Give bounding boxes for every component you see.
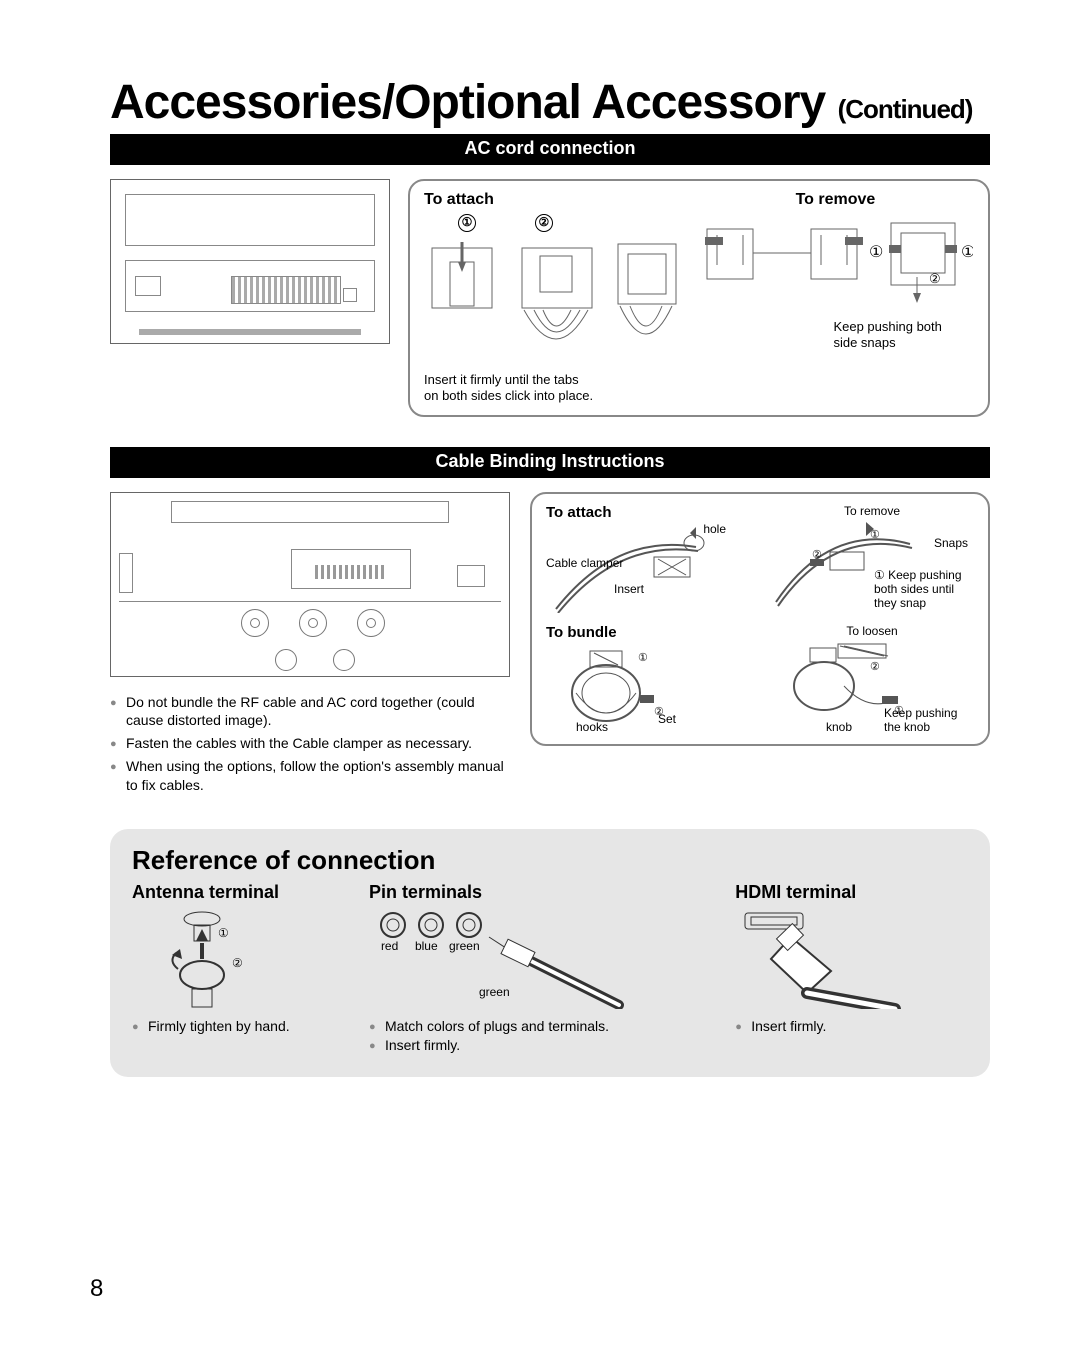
ac-header: AC cord connection — [110, 134, 990, 165]
page-number: 8 — [90, 1275, 103, 1303]
cb-set-label: Set — [658, 712, 676, 726]
cb-clamper-label: Cable clamper — [546, 556, 623, 570]
cb-loosen-label: To loosen — [770, 624, 974, 638]
title-main: Accessories/Optional Accessory — [110, 76, 825, 129]
pin-bullet-2: Insert firmly. — [369, 1036, 705, 1055]
pin-blue: blue — [415, 939, 438, 953]
cb-bullets: Do not bundle the RF cable and AC cord t… — [110, 693, 510, 795]
pin-green: green — [449, 939, 480, 953]
svg-text:②: ② — [929, 271, 941, 286]
cb-bullet-2: Fasten the cables with the Cable clamper… — [110, 734, 510, 753]
svg-text:②: ② — [812, 549, 822, 561]
step-1-icon: ① — [458, 214, 476, 232]
pin-diagram: red blue green green — [369, 909, 705, 1009]
ac-attach-note: Insert it firmly until the tabs on both … — [424, 372, 594, 405]
pin-bullet-1: Match colors of plugs and terminals. — [369, 1017, 705, 1036]
ac-remove-label: To remove — [703, 191, 967, 209]
cb-header: Cable Binding Instructions — [110, 447, 990, 478]
cb-keepsnap-label: ① Keep pushing both sides until they sna… — [874, 568, 974, 610]
pin-greenlow: green — [479, 985, 510, 999]
ac-remove-note: Keep pushing both side snaps — [833, 319, 963, 352]
cb-attach-label: To attach — [546, 504, 750, 521]
cb-insert-label: Insert — [614, 582, 644, 596]
pin-h: Pin terminals — [369, 882, 705, 903]
svg-text:①: ① — [961, 244, 973, 261]
antenna-diagram: ① ② — [132, 909, 339, 1009]
cb-knob-label: knob — [826, 720, 852, 734]
pin-red: red — [381, 939, 398, 953]
hdmi-bullet: Insert firmly. — [735, 1017, 968, 1036]
svg-text:①: ① — [870, 529, 880, 541]
ac-panel: To attach ① ② — [408, 179, 990, 417]
cb-bundle-diagram: ① ② — [546, 643, 736, 733]
reference-title: Reference of connection — [132, 845, 968, 876]
title-continued: (Continued) — [838, 94, 973, 124]
step-2-icon: ② — [535, 214, 553, 232]
hdmi-h: HDMI terminal — [735, 882, 968, 903]
ac-section: To attach ① ② — [110, 179, 990, 417]
svg-text:①: ① — [638, 652, 648, 664]
cb-snaps-label: Snaps — [934, 536, 968, 550]
cb-backpanel-diagram — [110, 492, 510, 677]
ac-attach-diagram — [424, 238, 699, 368]
cb-remove-label: To remove — [770, 504, 974, 518]
cb-bundle-label: To bundle — [546, 624, 750, 641]
reference-panel: Reference of connection Antenna terminal… — [110, 829, 990, 1077]
cb-hooks-label: hooks — [576, 720, 608, 734]
cb-section: Do not bundle the RF cable and AC cord t… — [110, 492, 990, 799]
cb-bullet-1: Do not bundle the RF cable and AC cord t… — [110, 693, 510, 731]
svg-text:②: ② — [870, 661, 880, 673]
svg-text:①: ① — [869, 244, 883, 261]
cb-right-panel: To attach hole Cable clamper Insert — [530, 492, 990, 746]
antenna-h: Antenna terminal — [132, 882, 339, 903]
page-title: Accessories/Optional Accessory (Continue… — [110, 75, 990, 130]
ac-attach-label: To attach — [424, 191, 699, 209]
svg-text:①: ① — [218, 926, 229, 940]
hdmi-diagram — [735, 909, 968, 1009]
cb-bullet-3: When using the options, follow the optio… — [110, 757, 510, 795]
ac-remove-diagram: ① ② ① — [703, 215, 967, 315]
tv-back-diagram — [110, 179, 390, 344]
svg-text:②: ② — [232, 956, 243, 970]
antenna-bullet: Firmly tighten by hand. — [132, 1017, 339, 1036]
cb-keepknob-label: Keep pushing the knob — [884, 706, 974, 734]
cb-hole-label: hole — [703, 522, 726, 536]
